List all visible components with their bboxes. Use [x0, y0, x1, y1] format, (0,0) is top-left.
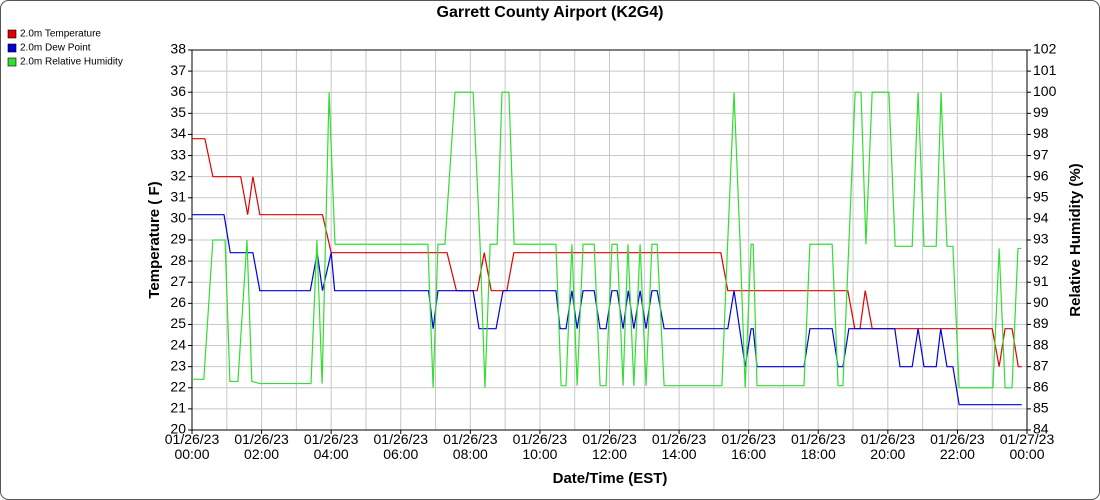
legend-label: 2.0m Dew Point — [20, 43, 91, 54]
x-tick-label: 01/26/23 02:00 — [234, 431, 289, 462]
y2-tick-label: 101 — [1033, 62, 1057, 78]
x-tick-label: 01/26/23 00:00 — [164, 431, 220, 462]
y2-tick-label: 92 — [1033, 252, 1049, 268]
x-tick-label: 01/26/23 10:00 — [512, 431, 568, 462]
x-tick-label: 01/26/23 06:00 — [373, 431, 429, 462]
y2-tick-label: 85 — [1033, 400, 1049, 416]
series-line — [192, 91, 1022, 389]
y2-tick-label: 102 — [1033, 41, 1057, 57]
y-tick-label: 27 — [170, 273, 186, 289]
y-tick-label: 29 — [170, 231, 186, 247]
x-axis-title: Date/Time (EST) — [553, 470, 668, 487]
x-tick-label: 01/26/23 20:00 — [860, 431, 916, 462]
y-tick-label: 26 — [170, 294, 186, 310]
plot-border — [191, 49, 1028, 431]
y-tick-label: 36 — [170, 83, 186, 99]
y-tick-label: 25 — [170, 315, 186, 331]
x-tick-label: 01/26/23 08:00 — [443, 431, 498, 462]
y2-tick-label: 94 — [1033, 210, 1049, 226]
y2-tick-label: 90 — [1033, 294, 1049, 310]
x-tick-label: 01/26/23 16:00 — [721, 431, 776, 462]
y2-tick-label: 98 — [1033, 125, 1049, 141]
y-axis-title: Temperature ( F) — [146, 181, 163, 298]
y-tick-label: 31 — [170, 188, 186, 204]
x-tick-label: 01/26/23 12:00 — [582, 431, 637, 462]
y-tick-label: 21 — [170, 400, 186, 416]
y-tick-label: 38 — [170, 41, 186, 57]
y-tick-label: 28 — [170, 252, 186, 268]
y-tick-label: 33 — [170, 146, 186, 162]
legend-label: 2.0m Relative Humidity — [20, 57, 123, 68]
y2-tick-label: 88 — [1033, 336, 1049, 352]
x-tick-label: 01/26/23 04:00 — [303, 431, 359, 462]
y-tick-label: 30 — [170, 210, 186, 226]
y-tick-label: 35 — [170, 104, 186, 120]
y-tick-label: 22 — [170, 378, 186, 394]
y-tick-label: 20 — [170, 421, 186, 437]
y-tick-label: 34 — [170, 125, 186, 141]
legend-swatch — [7, 43, 17, 53]
y2-axis-title: Relative Humidity (%) — [1067, 163, 1084, 316]
y-tick-label: 37 — [170, 62, 186, 78]
y2-tick-label: 86 — [1033, 378, 1049, 394]
y2-tick-label: 93 — [1033, 231, 1049, 247]
y2-tick-label: 87 — [1033, 357, 1049, 373]
y2-tick-label: 95 — [1033, 188, 1049, 204]
y-tick-label: 23 — [170, 357, 186, 373]
legend-swatch — [7, 57, 17, 67]
x-tick-label: 01/27/23 00:00 — [999, 431, 1055, 462]
y2-tick-label: 91 — [1033, 273, 1049, 289]
y-tick-label: 24 — [170, 336, 186, 352]
y-tick-label: 32 — [170, 167, 186, 183]
y2-tick-label: 89 — [1033, 315, 1049, 331]
x-tick-label: 01/26/23 18:00 — [791, 431, 846, 462]
y2-tick-label: 100 — [1033, 83, 1057, 99]
x-tick-label: 01/26/23 22:00 — [930, 431, 985, 462]
x-tick-label: 01/26/23 14:00 — [651, 431, 707, 462]
y2-tick-label: 96 — [1033, 167, 1049, 183]
chart-title: Garrett County Airport (K2G4) — [437, 4, 664, 21]
y2-tick-label: 84 — [1033, 421, 1049, 437]
legend-label: 2.0m Temperature — [20, 29, 101, 40]
legend-swatch — [7, 29, 17, 39]
series-line — [192, 214, 1022, 406]
y2-tick-label: 97 — [1033, 146, 1049, 162]
y2-tick-label: 99 — [1033, 104, 1049, 120]
